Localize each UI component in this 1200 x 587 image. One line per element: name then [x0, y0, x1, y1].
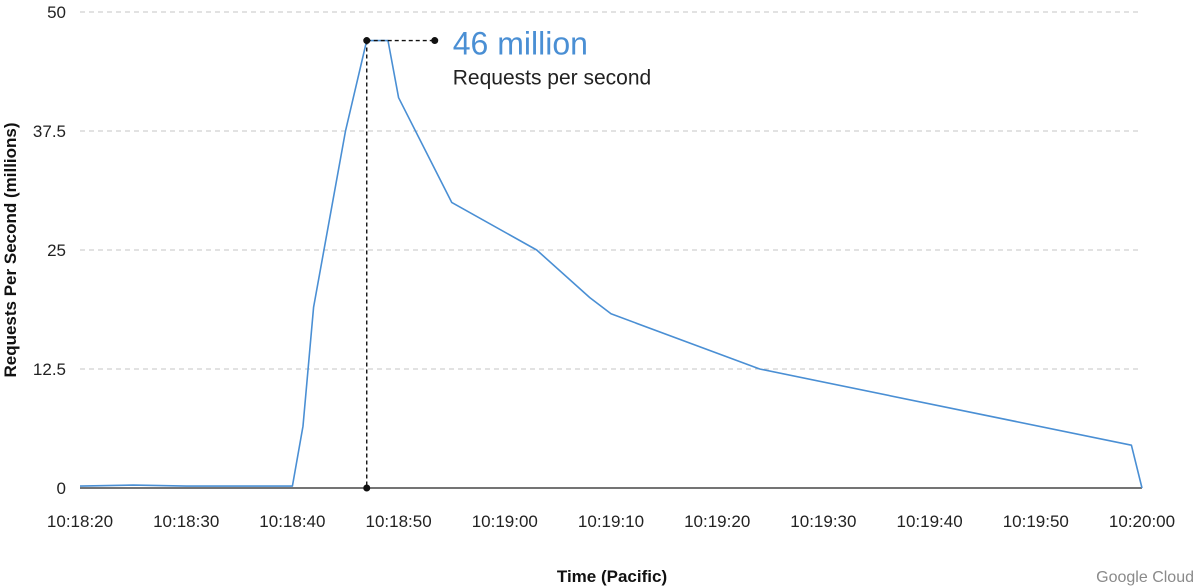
x-tick-label: 10:19:20 — [684, 512, 750, 531]
y-axis-ticks: 0 12.5 25 37.5 50 — [33, 3, 66, 498]
x-axis-title: Time (Pacific) — [557, 567, 667, 586]
y-tick-label: 37.5 — [33, 122, 66, 141]
x-tick-label: 10:20:00 — [1109, 512, 1175, 531]
x-tick-label: 10:19:40 — [897, 512, 963, 531]
grid-lines — [80, 11, 1142, 370]
x-tick-label: 10:19:30 — [790, 512, 856, 531]
y-tick-label: 12.5 — [33, 360, 66, 379]
leader-end-marker — [431, 37, 439, 45]
x-axis-ticks: 10:18:20 10:18:30 10:18:40 10:18:50 10:19:00… — [47, 512, 1175, 531]
series-layer — [79, 39, 1143, 489]
peak-marker — [363, 37, 371, 45]
x-tick-label: 10:19:00 — [472, 512, 538, 531]
x-tick-label: 10:19:50 — [1003, 512, 1069, 531]
peak-caption-label: Requests per second — [453, 67, 651, 90]
series-line — [79, 39, 1143, 489]
peak-annotation: 46 million Requests per second — [363, 26, 651, 492]
x-tick-label: 10:19:10 — [578, 512, 644, 531]
x-tick-label: 10:18:50 — [366, 512, 432, 531]
x-tick-label: 10:18:30 — [153, 512, 219, 531]
x-tick-label: 10:18:40 — [259, 512, 325, 531]
y-tick-label: 50 — [47, 3, 66, 22]
y-axis-title: Requests Per Second (millions) — [1, 122, 20, 377]
x-tick-label: 10:18:20 — [47, 512, 113, 531]
y-tick-label: 25 — [47, 241, 66, 260]
peak-value-label: 46 million — [453, 26, 588, 62]
y-tick-label: 0 — [57, 479, 66, 498]
peak-axis-marker — [363, 484, 371, 492]
google-cloud-logo: Google Cloud — [1096, 569, 1194, 586]
